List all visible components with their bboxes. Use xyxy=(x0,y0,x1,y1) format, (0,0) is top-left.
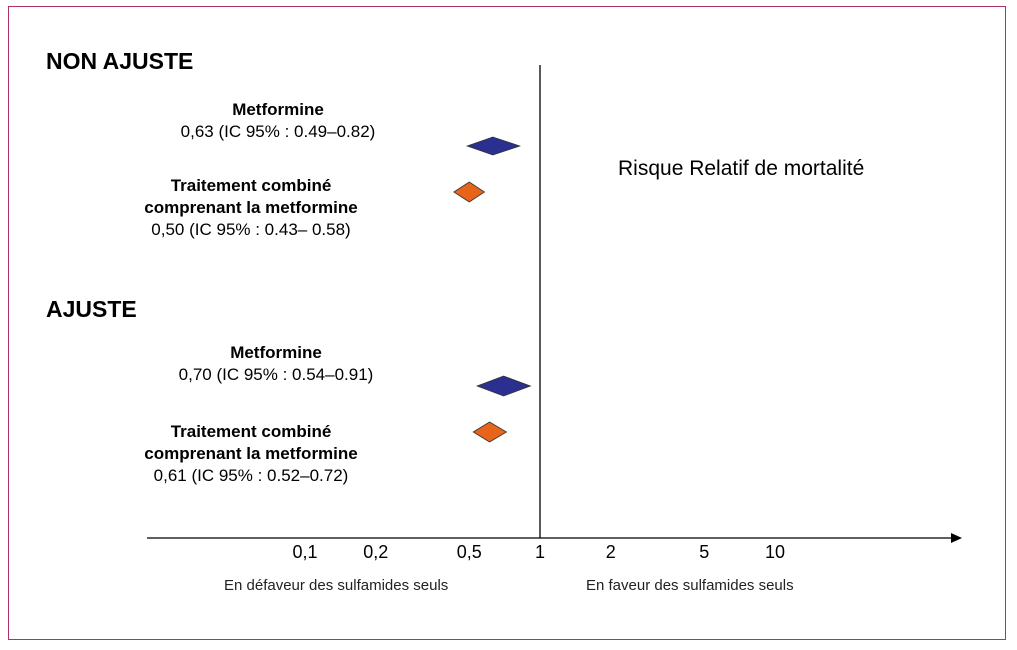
figure-frame xyxy=(8,6,1006,640)
x-axis-arrow xyxy=(951,533,962,543)
estimate-diamond xyxy=(453,181,486,203)
group-title-unadjusted: NON AJUSTE xyxy=(46,48,194,74)
estimate-marks xyxy=(453,136,532,443)
row-estimate-text: 0,61 (IC 95% : 0.52–0.72) xyxy=(153,466,349,485)
x-tick-label: 2 xyxy=(606,542,616,562)
row-label-unadjusted-metformin: Metformine 0,63 (IC 95% : 0.49–0.82) xyxy=(128,99,428,143)
row-name-line: Traitement combiné xyxy=(170,176,332,195)
row-label-unadjusted-combined: Traitement combiné comprenant la metform… xyxy=(96,175,406,241)
x-tick-label: 0,1 xyxy=(292,542,317,562)
row-name-line: comprenant la metformine xyxy=(144,444,358,463)
x-tick-label: 0,5 xyxy=(457,542,482,562)
row-name-line: comprenant la metformine xyxy=(144,198,358,217)
chart-title: Risque Relatif de mortalité xyxy=(618,157,865,180)
x-axis: 0,1 0,2 0,5 1 2 5 10 xyxy=(147,65,962,562)
row-estimate-text: 0,63 (IC 95% : 0.49–0.82) xyxy=(180,122,376,141)
x-tick-label: 10 xyxy=(765,542,785,562)
row-estimate-text: 0,50 (IC 95% : 0.43– 0.58) xyxy=(151,220,351,239)
left-direction-label: En défaveur des sulfamides seuls xyxy=(224,577,449,594)
row-label-adjusted-combined: Traitement combiné comprenant la metform… xyxy=(96,421,406,487)
x-tick-label: 1 xyxy=(535,542,545,562)
x-tick-label: 5 xyxy=(699,542,709,562)
row-label-adjusted-metformin: Metformine 0,70 (IC 95% : 0.54–0.91) xyxy=(126,342,426,386)
right-direction-label: En faveur des sulfamides seuls xyxy=(586,577,794,594)
estimate-diamond xyxy=(472,421,508,443)
x-tick-label: 0,2 xyxy=(363,542,388,562)
estimate-diamond xyxy=(465,136,522,156)
row-name-line: Metformine xyxy=(230,343,322,362)
group-title-adjusted: AJUSTE xyxy=(46,296,137,322)
row-estimate-text: 0,70 (IC 95% : 0.54–0.91) xyxy=(178,365,374,384)
row-name-line: Traitement combiné xyxy=(170,422,332,441)
row-name-line: Metformine xyxy=(232,100,324,119)
estimate-diamond xyxy=(475,375,532,397)
